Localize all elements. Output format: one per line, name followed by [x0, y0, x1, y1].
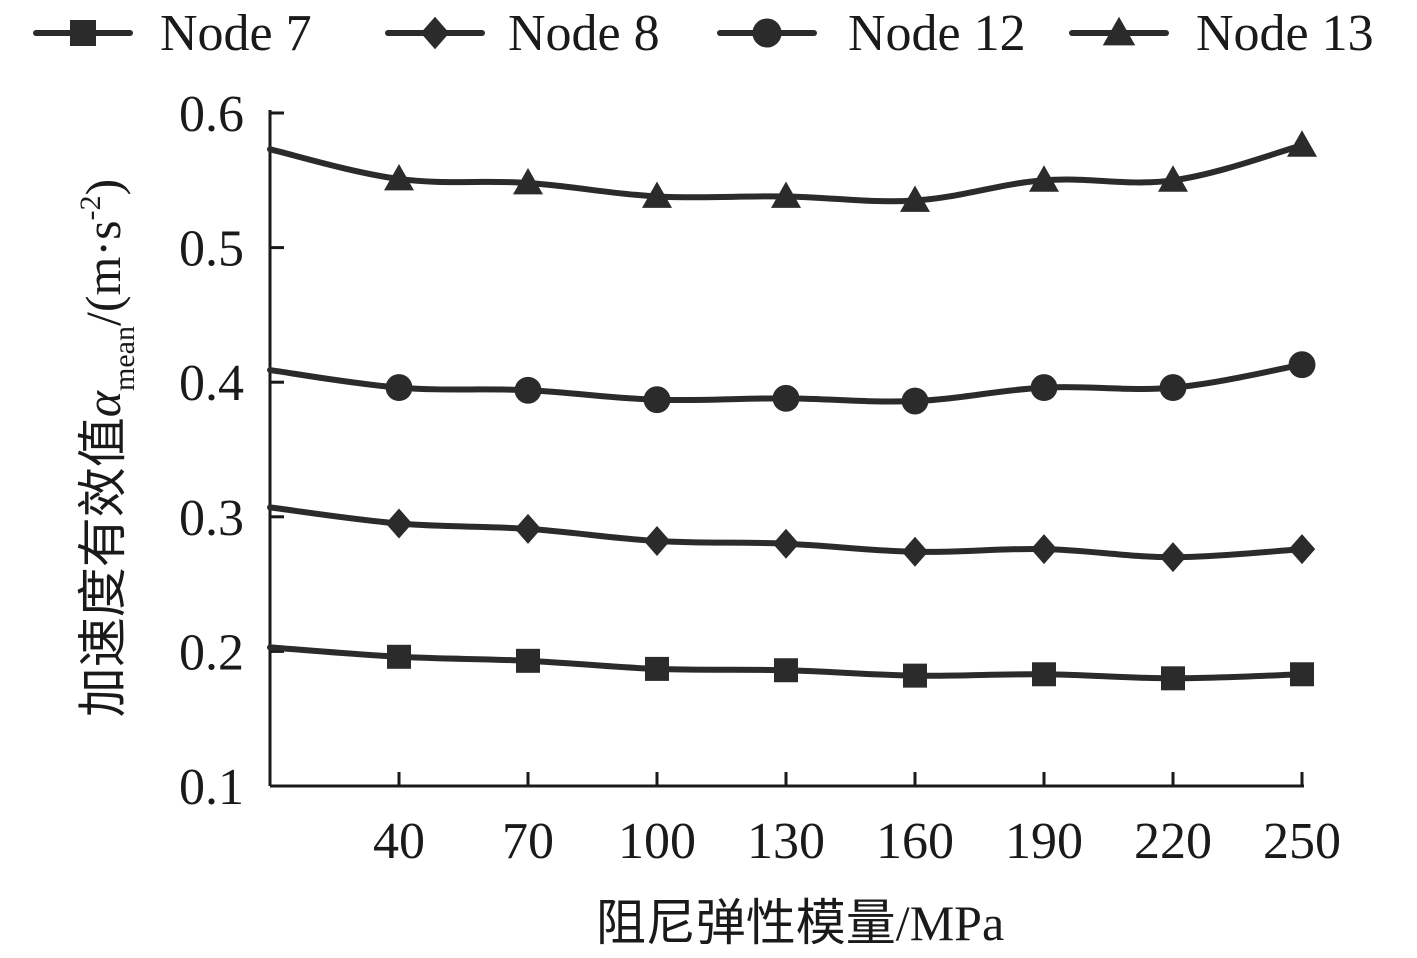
y-axis-title-text: 加速度有效值αmean/(m·s-2) [74, 179, 141, 717]
data-point-node-12 [772, 384, 800, 412]
legend-item-node-7: Node 7 [33, 5, 312, 62]
x-tick-label: 100 [618, 813, 696, 870]
data-point-node-13 [771, 181, 801, 208]
x-axis-title: 阻尼弹性模量/MPa [596, 895, 1004, 951]
data-point-node-7 [1032, 662, 1056, 687]
data-point-node-7 [1290, 662, 1314, 687]
data-point-node-13 [642, 181, 672, 208]
x-tick-label: 130 [747, 813, 825, 870]
axes [268, 110, 1304, 788]
y-tick-label: 0.6 [179, 86, 244, 143]
y-axis-title-unit-close: ) [75, 179, 131, 196]
legend-label: Node 8 [508, 5, 660, 62]
y-tick-label: 0.3 [179, 490, 244, 547]
data-point-node-12 [901, 387, 929, 415]
data-point-node-7 [903, 663, 927, 688]
legend-label: Node 7 [160, 5, 312, 62]
data-point-node-7 [1161, 666, 1185, 691]
data-point-node-8 [1159, 542, 1187, 573]
y-axis-title-subscript: mean [108, 326, 141, 391]
y-axis-title-symbol: α [75, 389, 131, 417]
data-point-node-8 [643, 526, 671, 557]
y-axis-title-unit: /(m·s [75, 220, 131, 326]
data-point-node-7 [516, 648, 540, 673]
x-ticks: 40 70 100 130 160 190 220 250 [373, 772, 1341, 870]
legend-marker-node-12 [752, 18, 782, 48]
series-node-7 [267, 644, 1314, 691]
x-tick-label: 250 [1263, 813, 1341, 870]
data-point-node-12 [1030, 374, 1058, 402]
y-tick-label: 0.2 [179, 624, 244, 681]
legend-label: Node 12 [848, 5, 1026, 62]
data-point-node-12 [643, 386, 671, 414]
data-point-node-13 [1158, 165, 1188, 192]
legend-label: Node 13 [1196, 5, 1374, 62]
y-tick-label: 0.5 [179, 221, 244, 278]
data-point-node-8 [1288, 534, 1316, 565]
legend-marker-node-13 [1102, 16, 1136, 46]
legend-item-node-8: Node 8 [385, 5, 660, 62]
data-point-node-7 [387, 644, 411, 669]
x-tick-label: 190 [1005, 813, 1083, 870]
data-point-node-8 [901, 536, 929, 567]
data-point-node-8 [1030, 534, 1058, 565]
x-tick-label: 160 [876, 813, 954, 870]
data-point-node-13 [900, 185, 930, 212]
data-point-node-12 [1288, 351, 1316, 379]
legend-marker-node-7 [70, 20, 96, 46]
data-point-node-8 [514, 513, 542, 544]
data-point-node-8 [385, 508, 413, 539]
data-point-node-13 [384, 163, 414, 191]
data-point-node-12 [385, 374, 413, 402]
legend: Node 7 Node 8 Node 12 Node 13 [33, 5, 1374, 62]
y-axis-title-main: 加速度有效值 [75, 417, 131, 717]
y-ticks: 0.1 0.2 0.3 0.4 0.5 0.6 [179, 86, 284, 816]
x-tick-label: 220 [1134, 813, 1212, 870]
y-axis-title: 加速度有效值αmean/(m·s-2) [74, 179, 141, 717]
data-point-node-8 [772, 528, 800, 559]
y-axis-title-exponent: -2 [74, 195, 107, 220]
data-point-node-12 [514, 376, 542, 404]
x-tick-label: 70 [502, 813, 554, 870]
y-tick-label: 0.1 [179, 759, 244, 816]
data-point-node-13 [513, 167, 543, 195]
data-point-node-13 [1029, 165, 1059, 192]
legend-marker-node-8 [420, 16, 450, 50]
series-node-12 [267, 351, 1316, 415]
legend-item-node-13: Node 13 [1069, 5, 1374, 62]
data-point-node-13 [1287, 130, 1317, 157]
series-group [267, 130, 1317, 691]
x-tick-label: 40 [373, 813, 425, 870]
legend-item-node-12: Node 12 [717, 5, 1026, 62]
data-point-node-12 [1159, 374, 1187, 402]
data-point-node-7 [645, 656, 669, 681]
series-node-8 [267, 504, 1316, 573]
series-node-13 [267, 130, 1317, 212]
y-tick-label: 0.4 [179, 355, 244, 412]
data-point-node-7 [774, 658, 798, 683]
